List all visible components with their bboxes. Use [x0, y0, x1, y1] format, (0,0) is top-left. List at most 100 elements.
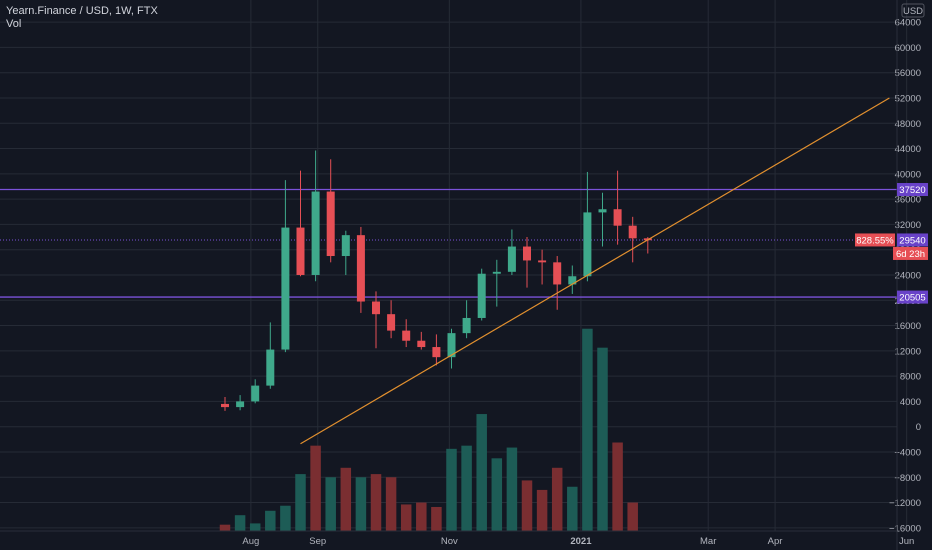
time-tick-label: Mar [700, 536, 716, 547]
candlestick [387, 300, 396, 339]
candlestick [311, 150, 320, 282]
price-tick-label: 24000 [895, 270, 921, 281]
volume-bar [325, 477, 336, 531]
price-tick-label: 32000 [895, 220, 921, 231]
candlestick [553, 256, 562, 310]
candlestick [462, 300, 471, 339]
candlestick [507, 229, 516, 275]
candle-body [251, 385, 260, 402]
candlestick [281, 180, 290, 353]
chart-legend: Yearn.Finance / USD, 1W, FTX Vol [6, 5, 158, 31]
candle-body [281, 227, 290, 350]
candle-body [402, 330, 411, 341]
volume-bar [491, 458, 503, 531]
volume-bar [506, 447, 518, 531]
time-tick-label: Sep [309, 536, 326, 547]
time-tick-label: Jun [899, 536, 914, 547]
candle-body [613, 209, 622, 226]
volume-bar [355, 477, 367, 531]
price-tick-label: 0 [916, 422, 921, 433]
volume-bar [476, 414, 487, 531]
bar-countdown-badge-bg [893, 246, 928, 260]
volume-legend-label[interactable]: Vol [6, 18, 22, 30]
volume-bar [446, 448, 457, 531]
current-price-badge: 29540 [897, 233, 928, 247]
price-tick-label: 56000 [895, 68, 921, 79]
level-price-badge-text: 37520 [899, 185, 925, 196]
symbol-title[interactable]: Yearn.Finance / USD, 1W, FTX [6, 5, 158, 17]
candlestick [628, 216, 637, 263]
volume-bar [461, 445, 472, 531]
volume-bar [265, 510, 276, 531]
candlestick [326, 159, 335, 263]
level-price-badge-bg [897, 290, 928, 304]
time-tick-label: Aug [242, 536, 259, 547]
volume-bar [521, 480, 533, 531]
bar-countdown-badge-text: 6d 23h [896, 249, 925, 260]
candle-body [568, 276, 577, 285]
time-tick-label: Nov [441, 536, 458, 547]
price-tick-label: 60000 [895, 43, 921, 54]
candle-body [553, 262, 562, 285]
candle-body [236, 401, 245, 408]
candle-body [462, 317, 471, 334]
price-tick-label: −12000 [889, 498, 921, 509]
candle-body [523, 246, 531, 261]
candlestick [568, 265, 577, 294]
percent-change-badge: 828.55% [855, 233, 895, 247]
candle-body [538, 260, 547, 263]
candlestick [266, 322, 275, 389]
price-tick-label: 64000 [895, 18, 921, 29]
current-price-badge-bg [897, 233, 928, 247]
volume-bar [627, 502, 638, 531]
volume-bar [612, 442, 623, 531]
volume-bar [219, 524, 231, 531]
ascending-trendline [300, 97, 890, 445]
candle-body [296, 227, 305, 275]
candlestick [447, 328, 456, 369]
level-price-badge-text: 20505 [899, 293, 925, 304]
time-tick-label: 2021 [570, 536, 592, 547]
time-axis[interactable]: Aug Sep Nov 2021 Mar Apr Jun [0, 530, 914, 547]
candle-body [598, 209, 607, 213]
currency-label: USD [903, 6, 923, 17]
candlestick [372, 291, 380, 349]
horizontal-levels [0, 188, 897, 298]
price-tick-label: 52000 [895, 93, 921, 104]
candlestick [523, 237, 531, 288]
candlestick [236, 395, 245, 411]
price-axis[interactable]: 6400060000560005200048000440004000036000… [889, 0, 925, 550]
currency-box [901, 3, 925, 18]
candlestick [613, 170, 622, 245]
candlestick [432, 334, 441, 366]
candle-body [507, 246, 516, 272]
candlestick [598, 192, 607, 247]
price-badges: 37520 20505 29540 828.55%6d 23h [855, 183, 928, 304]
price-tick-label: 44000 [895, 144, 921, 155]
candle-body [266, 349, 275, 386]
level-price-badge: 37520 [897, 183, 928, 197]
candlestick [417, 331, 426, 350]
current-price-badge-text: 29540 [899, 235, 925, 246]
candle-body [356, 235, 365, 302]
trendline[interactable] [300, 97, 890, 445]
candle-body [447, 333, 456, 358]
candlestick [402, 319, 411, 348]
price-tick-label: 40000 [895, 169, 921, 180]
bar-countdown-badge: 6d 23h [893, 246, 928, 260]
candle-body [628, 225, 637, 239]
volume-bar [370, 474, 382, 531]
level-price-badge-bg [897, 183, 928, 197]
candlestick [251, 379, 260, 404]
volume-bar [310, 445, 321, 531]
percent-change-badge-text: 828.55% [856, 235, 894, 246]
candlestick [296, 170, 305, 277]
volume-bar [416, 502, 427, 531]
candlestick [538, 249, 547, 285]
volume-bars [219, 328, 638, 531]
volume-bar [400, 504, 412, 531]
volume-bar [249, 523, 261, 531]
candle-body [341, 235, 350, 257]
candlestick [356, 226, 365, 313]
